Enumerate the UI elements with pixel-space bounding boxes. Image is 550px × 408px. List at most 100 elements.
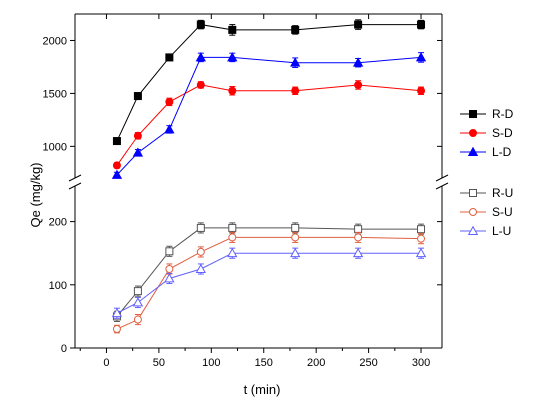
data-point-l-d <box>227 52 238 62</box>
data-point-l-d <box>164 124 175 134</box>
series-line-l-d <box>116 56 422 176</box>
axis-break-mark <box>68 174 82 182</box>
data-point-r-u <box>133 287 142 296</box>
data-point-r-d <box>196 20 205 29</box>
legend-item-s-d: S-D <box>460 126 513 140</box>
series-l-d <box>111 52 427 179</box>
data-point-r-u <box>354 225 363 234</box>
legend-label-r-u: R-U <box>492 186 513 200</box>
series-line-r-d <box>116 24 422 142</box>
data-point-s-u <box>112 325 121 334</box>
data-point-s-d <box>228 86 237 95</box>
y-tick-label: 100 <box>49 280 67 292</box>
y-axis-ticks: 1000 1500 2000 0 100 200 <box>43 35 442 355</box>
y-axis-title: Qe (mg/kg) <box>28 162 43 227</box>
x-tick-label: 0 <box>103 357 109 369</box>
data-point-l-d <box>132 147 144 157</box>
series-s-u <box>112 231 426 334</box>
data-point-l-u <box>111 307 123 318</box>
data-point-l-u <box>415 247 427 258</box>
legend-label-l-u: L-U <box>492 224 511 238</box>
x-axis-title: t (min) <box>244 382 281 397</box>
data-point-r-d <box>112 137 121 146</box>
data-point-r-u <box>291 223 300 232</box>
data-point-l-u <box>352 247 364 258</box>
legend-label-l-d: L-D <box>492 145 512 159</box>
data-point-l-d <box>195 52 206 62</box>
data-point-s-u <box>354 233 363 242</box>
legend-item-s-u: S-U <box>460 205 513 219</box>
data-point-s-u <box>417 234 426 243</box>
series-l-u <box>111 247 427 319</box>
data-point-l-d <box>415 52 427 62</box>
data-point-s-d <box>354 80 363 89</box>
data-point-r-u <box>165 247 174 256</box>
data-point-s-d <box>291 86 300 95</box>
x-tick-label: 300 <box>412 357 430 369</box>
axis-break-mark <box>68 182 82 190</box>
data-point-r-u <box>228 223 237 232</box>
data-point-s-d <box>165 97 174 106</box>
data-point-r-u <box>417 225 426 234</box>
axes-frame <box>68 13 449 349</box>
x-tick-label: 250 <box>359 357 377 369</box>
legend-marker-s-u <box>469 208 477 216</box>
series-r-d <box>112 19 426 146</box>
data-point-r-d <box>291 25 300 34</box>
legend-item-l-u: L-U <box>460 224 511 238</box>
x-tick-label: 200 <box>307 357 325 369</box>
data-point-s-d <box>417 86 426 95</box>
legend-marker-l-u <box>467 225 479 235</box>
data-point-r-d <box>133 92 142 101</box>
y-tick-label: 2000 <box>43 35 67 47</box>
series-line-l-u <box>116 252 422 314</box>
legend-marker-r-d <box>469 110 477 118</box>
right-axis-break-mark <box>435 182 449 190</box>
data-point-l-u <box>164 273 175 283</box>
legend-marker-r-u <box>469 189 477 197</box>
data-point-s-u <box>133 315 142 324</box>
data-point-l-u <box>195 263 206 273</box>
y-tick-label: 1500 <box>43 88 67 100</box>
x-tick-label: 150 <box>255 357 273 369</box>
data-point-s-u <box>196 247 205 256</box>
data-point-r-u <box>196 223 205 232</box>
legend-item-l-d: L-D <box>460 145 512 159</box>
legend-item-r-d: R-D <box>460 107 514 121</box>
data-point-l-d <box>352 57 364 67</box>
data-point-s-d <box>133 131 142 140</box>
legend-marker-s-d <box>469 129 477 137</box>
series-line-s-d <box>116 84 422 166</box>
data-point-l-d <box>111 169 123 179</box>
y-tick-label: 0 <box>61 343 67 355</box>
x-axis-ticks: 0 50 100 150 200 250 300 <box>79 14 430 369</box>
data-point-r-d <box>354 20 363 29</box>
upper-panel-series <box>111 19 427 179</box>
data-point-s-d <box>112 161 121 170</box>
data-point-s-u <box>291 233 300 242</box>
legend-label-s-u: S-U <box>492 205 513 219</box>
series-line-r-u <box>116 227 422 317</box>
data-point-l-u <box>132 297 144 307</box>
legend-upper: R-D S-D L-D <box>460 107 514 159</box>
series-line-s-u <box>116 236 422 330</box>
legend-lower: R-U S-U L-U <box>460 186 513 238</box>
legend-item-r-u: R-U <box>460 186 513 200</box>
data-point-s-u <box>228 233 237 242</box>
x-tick-label: 100 <box>202 357 220 369</box>
series-s-d <box>112 80 426 170</box>
data-point-r-d <box>417 20 426 29</box>
legend-label-s-d: S-D <box>492 126 513 140</box>
data-point-l-u <box>227 247 238 258</box>
y-tick-label: 200 <box>49 217 67 229</box>
data-point-l-d <box>290 57 301 67</box>
lower-panel-series <box>111 222 427 334</box>
right-axis-break-mark <box>435 174 449 182</box>
y-tick-label: 1000 <box>43 141 67 153</box>
data-point-r-d <box>165 53 174 62</box>
data-point-l-u <box>290 247 301 258</box>
legend-label-r-d: R-D <box>492 107 514 121</box>
x-tick-label: 50 <box>153 357 165 369</box>
data-point-s-u <box>165 265 174 273</box>
